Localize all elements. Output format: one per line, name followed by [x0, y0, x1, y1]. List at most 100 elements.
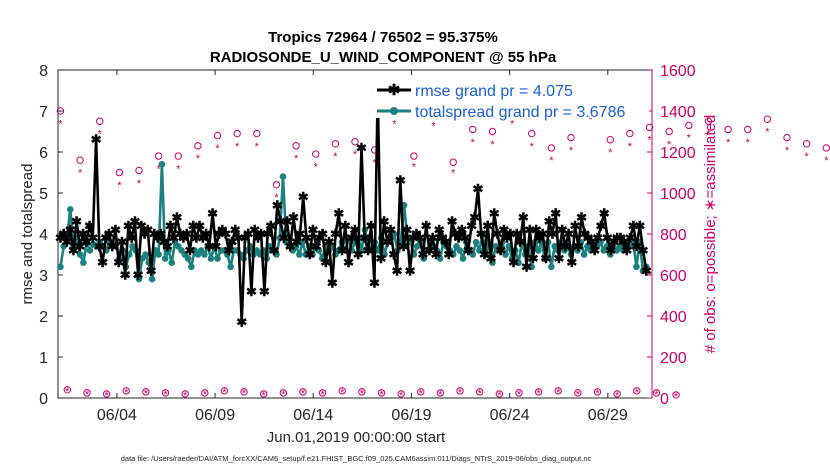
y-axis-right-label: # of obs: o=possible; ∗=assimilated [702, 115, 719, 354]
totalspread-point [80, 259, 87, 267]
rmse-point: ✱ [398, 239, 409, 254]
obs-assimilated-point: * [78, 168, 83, 180]
rmse-point: ✱ [295, 227, 306, 242]
rmse-point: ✱ [65, 222, 76, 237]
obs-assimilated-point: * [163, 389, 168, 401]
rmse-point: ✱ [541, 251, 552, 266]
totalspread-point [318, 255, 326, 262]
obs-assimilated-point: * [215, 143, 220, 155]
rmse-point: ✱ [434, 222, 445, 237]
rmse-point: ✱ [194, 218, 205, 233]
obs-assimilated-point: * [438, 389, 443, 401]
rmse-point: ✱ [243, 227, 254, 242]
rmse-point: ✱ [430, 247, 441, 262]
obs-assimilated-point: * [274, 192, 279, 204]
rmse-point: ✱ [239, 231, 250, 246]
rmse-point: ✱ [463, 243, 474, 258]
obs-assimilated-point: * [235, 141, 240, 153]
obs-assimilated-point: * [399, 390, 404, 402]
rmse-point: ✱ [638, 243, 649, 258]
totalspread-point [276, 234, 284, 242]
rmse-point: ✱ [74, 239, 85, 254]
rmse-point: ✱ [133, 268, 144, 283]
totalspread-point [606, 251, 614, 258]
rmse-point: ✱ [628, 218, 639, 233]
obs-assimilated-point: * [372, 157, 377, 169]
obs-assimilated-point: * [65, 386, 70, 398]
rmse-point: ✱ [489, 206, 500, 221]
rmse-point: ✱ [71, 214, 82, 229]
obs-assimilated-point: * [667, 139, 672, 151]
rmse-point: ✱ [447, 214, 458, 229]
obs-assimilated-point: * [804, 151, 809, 163]
rmse-point: ✱ [175, 227, 186, 242]
totalspread-point [188, 263, 195, 271]
obs-assimilated-point: * [203, 389, 208, 401]
rmse-point: ✱ [210, 239, 221, 254]
rmse-point: ✱ [618, 235, 629, 250]
totalspread-point [534, 247, 542, 254]
obs-possible-point [318, 389, 327, 397]
totalspread-point [315, 247, 323, 254]
obs-possible-point [213, 131, 222, 140]
rmse-point: ✱ [379, 214, 390, 229]
rmse-point: ✱ [641, 263, 652, 278]
rmse-point: ✱ [223, 243, 234, 258]
rmse-point: ✱ [414, 231, 425, 246]
rmse-point: ✱ [149, 227, 160, 242]
rmse-point: ✱ [392, 263, 403, 278]
rmse-point: ✱ [369, 276, 380, 291]
totalspread-point [86, 247, 94, 254]
rmse-point: ✱ [479, 247, 490, 262]
obs-possible-point [194, 142, 202, 150]
obs-possible-point [665, 127, 673, 136]
obs-possible-point [253, 129, 261, 138]
rmse-point: ✱ [553, 251, 564, 266]
obs-possible-point [469, 125, 477, 134]
totalspread-point [358, 247, 365, 254]
rmse-point: ✱ [599, 206, 610, 221]
obs-assimilated-point: * [340, 387, 345, 399]
rmse-point: ✱ [97, 255, 108, 270]
rmse-point: ✱ [172, 210, 183, 225]
rmse-point: ✱ [596, 218, 607, 233]
obs-possible-point [358, 388, 366, 396]
rmse-point: ✱ [126, 231, 137, 246]
totalspread-point [279, 173, 287, 180]
chart-title-line2: RADIOSONDE_U_WIND_COMPONENT @ 55 hPa [210, 49, 557, 66]
obs-assimilated-point: * [144, 388, 149, 400]
obs-possible-point [312, 150, 320, 158]
totalspread-point [158, 161, 166, 168]
rmse-point: ✱ [550, 206, 561, 221]
rmse-point: ✱ [375, 251, 386, 266]
totalspread-point [597, 238, 604, 246]
x-tick-label: 06/09 [195, 407, 235, 424]
rmse-point: ✱ [110, 222, 121, 237]
obs-possible-point [534, 388, 543, 396]
totalspread-point [381, 251, 388, 258]
rmse-point: ✱ [285, 239, 296, 254]
obs-assimilated-point: * [471, 137, 476, 149]
obs-possible-point [220, 387, 229, 395]
rmse-point: ✱ [256, 227, 267, 242]
rmse-point: ✱ [120, 268, 131, 283]
obs-assimilated-point: * [58, 118, 63, 130]
obs-assimilated-point: * [85, 389, 90, 401]
rmse-point: ✱ [139, 227, 150, 242]
obs-possible-point [704, 117, 713, 125]
rmse-point: ✱ [560, 239, 571, 254]
obs-possible-point [449, 158, 457, 166]
rmse-point: ✱ [197, 231, 208, 246]
rmse-point: ✱ [421, 218, 432, 233]
rmse-point: ✱ [191, 231, 202, 246]
rmse-point: ✱ [227, 235, 238, 250]
totalspread-point [449, 251, 457, 258]
rmse-point: ✱ [453, 231, 464, 246]
rmse-point: ✱ [492, 227, 503, 242]
obs-assimilated-point: * [419, 388, 424, 400]
obs-assimilated-point: * [478, 388, 483, 400]
chart-title-line1: Tropics 72964 / 76502 = 95.375% [268, 29, 498, 46]
y-left-tick-label: 0 [39, 391, 48, 408]
totalspread-point [207, 255, 215, 262]
rmse-point: ✱ [136, 218, 147, 233]
